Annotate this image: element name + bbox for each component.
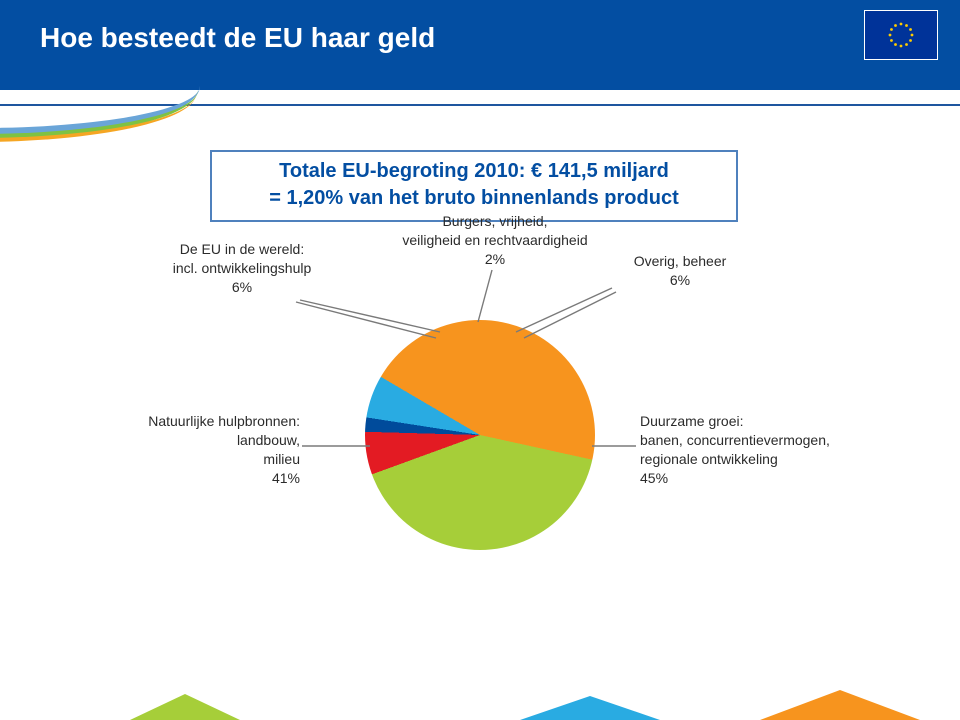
pie-chart: De EU in de wereld: incl. ontwikkelingsh… (0, 240, 960, 700)
pie-label-text: veiligheid en rechtvaardigheid (402, 232, 587, 248)
header-swoosh-icon (0, 98, 180, 136)
pie-label-text: Duurzame groei: (640, 413, 744, 429)
pie-label-other: Overig, beheer 6% (600, 252, 760, 290)
pie-label-pct: 45% (640, 469, 870, 488)
subtitle-line-2: = 1,20% van het bruto binnenlands produc… (214, 185, 734, 212)
footer-triangle (760, 690, 920, 720)
pie-label-text: banen, concurrentievermogen, (640, 432, 830, 448)
slide: Hoe besteedt de EU haar geld Totale EU-b… (0, 0, 960, 720)
pie-label-growth: Duurzame groei: banen, concurrentievermo… (640, 412, 870, 488)
pie-label-pct: 6% (132, 278, 352, 297)
page-title: Hoe besteedt de EU haar geld (40, 22, 435, 54)
pie-label-text: Natuurlijke hulpbronnen: (148, 413, 300, 429)
pie-label-text: landbouw, (237, 432, 300, 448)
pie-label-pct: 2% (370, 250, 620, 269)
pie-label-pct: 6% (600, 271, 760, 290)
pie-label-text: Overig, beheer (634, 253, 727, 269)
pie-label-text: Burgers, vrijheid, (442, 213, 547, 229)
pie-label-text: regionale ontwikkeling (640, 451, 778, 467)
pie-label-text: De EU in de wereld: (180, 241, 305, 257)
pie-label-text: milieu (263, 451, 300, 467)
pie-label-natural: Natuurlijke hulpbronnen: landbouw, milie… (90, 412, 300, 488)
footer-triangle (130, 694, 240, 720)
footer-triangle (520, 696, 660, 720)
subtitle-line-1: Totale EU-begroting 2010: € 141,5 miljar… (214, 158, 734, 185)
pie-label-world-dev: De EU in de wereld: incl. ontwikkelingsh… (132, 240, 352, 297)
pie-label-text: incl. ontwikkelingshulp (173, 260, 312, 276)
pie-disc (365, 320, 595, 550)
eu-flag-icon (864, 10, 938, 60)
eu-stars-icon (885, 19, 917, 51)
pie-label-citizens: Burgers, vrijheid, veiligheid en rechtva… (370, 212, 620, 269)
pie-label-pct: 41% (90, 469, 300, 488)
